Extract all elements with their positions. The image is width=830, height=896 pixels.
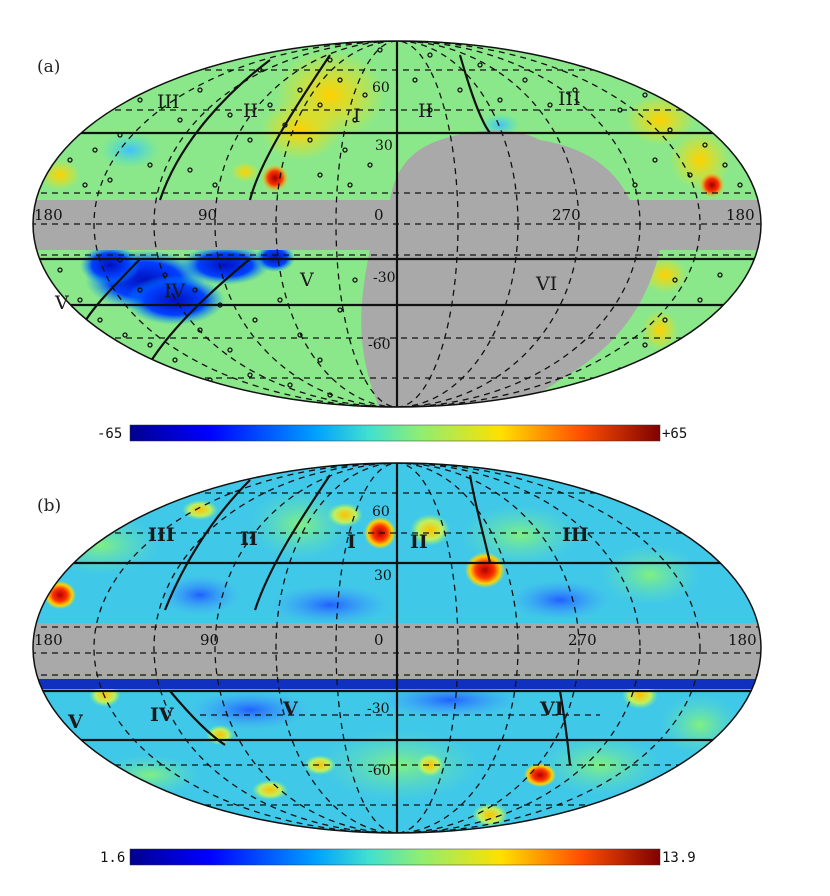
lon-label-90-b: 90 bbox=[200, 631, 219, 649]
lon-label-90: 90 bbox=[198, 206, 217, 224]
panel-a-colorbar-max: +65 bbox=[662, 426, 687, 442]
lat-label-neg60: -60 bbox=[368, 337, 391, 353]
lat-label-30: 30 bbox=[375, 138, 393, 154]
panel-a-sky bbox=[33, 41, 761, 407]
region-label-II-left-b: II bbox=[240, 528, 258, 550]
lon-label-270: 270 bbox=[552, 206, 581, 224]
region-label-I-b: I bbox=[347, 531, 356, 553]
panel-b-colorbar bbox=[129, 848, 661, 866]
lon-label-180-right: 180 bbox=[726, 206, 755, 224]
region-label-III-right: III bbox=[558, 88, 581, 110]
lat-label-neg60-b: -60 bbox=[368, 763, 391, 779]
panel-b: (b) 180 90 0 270 180 60 30 -30 -60 III I… bbox=[0, 445, 830, 896]
panel-b-region-boundaries bbox=[33, 463, 761, 833]
lon-label-180-right-b: 180 bbox=[728, 631, 757, 649]
region-label-III-right-b: III bbox=[562, 524, 589, 546]
panel-b-colorbar-min: 1.6 bbox=[100, 850, 125, 866]
lat-label-30-b: 30 bbox=[374, 568, 392, 584]
region-label-V-left-b: V bbox=[67, 711, 84, 733]
region-label-VI: VI bbox=[535, 273, 557, 295]
lat-label-60: 60 bbox=[372, 80, 390, 96]
panel-a-colorbar-min: -65 bbox=[97, 426, 122, 442]
panel-b-sky bbox=[33, 463, 761, 833]
region-label-IV-b: IV bbox=[150, 704, 175, 726]
lat-label-neg30: -30 bbox=[373, 270, 396, 286]
panel-a: (a) 180 90 0 270 180 60 30 -30 -60 III I… bbox=[0, 0, 830, 445]
region-label-I: I bbox=[353, 105, 361, 127]
lon-label-270-b: 270 bbox=[568, 631, 597, 649]
panel-a-outline bbox=[32, 40, 762, 408]
region-label-IV: IV bbox=[164, 280, 186, 302]
panel-b-map: (b) 180 90 0 270 180 60 30 -30 -60 III I… bbox=[32, 462, 762, 866]
lat-label-60-b: 60 bbox=[372, 504, 390, 520]
region-label-II-left: II bbox=[243, 100, 258, 122]
lon-label-0: 0 bbox=[374, 206, 384, 224]
region-label-II-right: II bbox=[418, 100, 433, 122]
region-label-V-left: V bbox=[54, 292, 69, 314]
lon-label-0-b: 0 bbox=[374, 631, 384, 649]
region-label-II-right-b: II bbox=[410, 531, 428, 553]
panel-a-label: (a) bbox=[37, 57, 60, 77]
panel-a-map: (a) 180 90 0 270 180 60 30 -30 -60 III I… bbox=[32, 40, 762, 442]
lat-label-neg30-b: -30 bbox=[367, 701, 390, 717]
region-label-V-mid: V bbox=[299, 269, 314, 291]
region-label-VI-b: VI bbox=[539, 698, 564, 720]
panel-a-colorbar bbox=[129, 424, 661, 442]
panel-b-outline bbox=[32, 462, 762, 834]
lon-label-180-left: 180 bbox=[34, 206, 63, 224]
panel-b-colorbar-max: 13.9 bbox=[662, 850, 696, 866]
region-label-III-left: III bbox=[157, 91, 180, 113]
panel-a-sources bbox=[57, 47, 743, 398]
panel-a-region-boundaries bbox=[33, 41, 761, 407]
panel-b-label: (b) bbox=[37, 496, 61, 516]
region-label-III-left-b: III bbox=[148, 524, 175, 546]
region-label-V-mid-b: V bbox=[282, 698, 299, 720]
lon-label-180-left-b: 180 bbox=[34, 631, 63, 649]
